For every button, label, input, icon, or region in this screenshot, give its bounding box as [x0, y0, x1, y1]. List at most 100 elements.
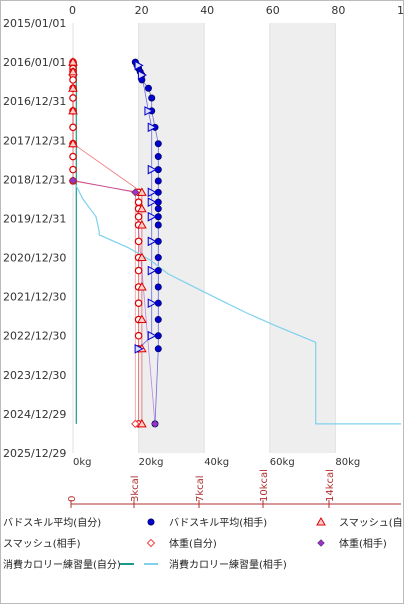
series-0-point: [134, 266, 143, 275]
series-3-point: [147, 164, 157, 175]
y-tick-label: 2021/12/30: [3, 291, 66, 304]
legend-marker: [317, 539, 325, 547]
top-tick-label: 0: [69, 4, 76, 17]
shaded-band-1: [269, 23, 336, 453]
series-5-point: [131, 188, 140, 197]
legend-label: 体重(自分): [169, 537, 217, 550]
y-tick-label: 2016/01/01: [3, 56, 66, 69]
series-0-point: [134, 331, 143, 340]
legend-label: スマッシュ(自: [339, 516, 403, 529]
series-0-point: [69, 94, 77, 102]
kg-tick-label: 40kg: [204, 457, 229, 468]
legend-marker: [316, 516, 326, 526]
series-5-point: [151, 420, 159, 428]
series-2-point: [68, 57, 78, 66]
series-1-point: [154, 177, 162, 185]
series-3-point: [134, 343, 144, 354]
legend-label: バドスキル平均(相手): [169, 516, 267, 529]
series-line-7: [72, 179, 401, 425]
kg-tick-label: 80kg: [335, 457, 360, 468]
series-1-point: [144, 84, 152, 92]
y-tick-label: 2015/01/01: [3, 17, 66, 30]
series-2-point: [68, 138, 78, 148]
series-line-2: [72, 62, 143, 424]
series-2-point: [137, 252, 147, 262]
legend-label: 消費カロリー練習量(相手): [169, 558, 287, 571]
series-2-point: [68, 83, 78, 92]
top-tick-label: 20: [135, 4, 149, 17]
series-1-point: [154, 283, 162, 291]
series-3-point: [144, 106, 154, 116]
legend-label: スマッシュ(相手): [3, 537, 81, 550]
kg-tick-label: 20kg: [139, 457, 164, 468]
series-3-point: [147, 298, 157, 309]
series-3-point: [147, 211, 157, 222]
calorie-tick-label: 14kcal: [325, 469, 336, 502]
calorie-tick-label: 7kcal: [195, 475, 206, 502]
series-0-point: [69, 152, 77, 161]
series-0-point: [69, 123, 77, 132]
y-tick-label: 2019/12/31: [3, 212, 66, 225]
series-line-0: [72, 62, 140, 424]
series-marks: [68, 57, 162, 429]
series-0-point: [134, 198, 143, 206]
calorie-tick-label: 0: [67, 496, 78, 502]
calorie-axis: 0 3kcal 7kcal 10kcal 14kcal: [67, 469, 401, 508]
series-3-point: [137, 70, 147, 80]
series-3-point: [147, 330, 157, 341]
top-tick-label: 60: [266, 4, 280, 17]
kg-tick-labels: 0kg 20kg 40kg 60kg 80kg: [73, 457, 360, 468]
calorie-tick-label: 10kcal: [259, 469, 270, 502]
series-3-point: [147, 265, 157, 276]
series-1-point: [154, 345, 162, 353]
y-tick-label: 2025/12/29: [3, 447, 66, 460]
series-2-point: [137, 187, 147, 196]
series-0-point: [134, 237, 143, 246]
series-1-point: [154, 205, 162, 213]
top-tick-labels: 0 20 40 60 80 10: [69, 4, 403, 17]
y-tick-label: 2022/12/30: [3, 330, 66, 343]
shaded-bands: [138, 23, 336, 453]
series-0-point: [134, 212, 143, 221]
top-tick-label: 80: [331, 4, 345, 17]
legend-label: バドスキル平均(自分): [3, 516, 101, 529]
series-3-point: [134, 60, 144, 71]
y-tick-labels: 2015/01/01 2016/01/01 2016/12/31 2017/12/31…: [3, 17, 66, 460]
series-4-point: [131, 419, 140, 429]
series-lines: [72, 61, 401, 425]
series-2-point: [137, 314, 147, 324]
calorie-tick-label: 3kcal: [130, 475, 141, 502]
series-0-point: [134, 299, 143, 307]
series-2-point: [137, 418, 147, 428]
series-1-point: [154, 316, 162, 324]
y-tick-label: 2024/12/29: [3, 408, 66, 421]
y-tick-label: 2020/12/30: [3, 252, 66, 265]
series-1-point: [154, 140, 162, 148]
series-3-point: [147, 122, 157, 133]
series-0-point: [69, 76, 77, 84]
series-1-point: [148, 94, 156, 102]
series-1-point: [154, 221, 162, 229]
series-1-point: [154, 153, 162, 161]
series-5-point: [69, 176, 77, 185]
y-tick-label: 2016/12/31: [3, 95, 66, 108]
legend-marker: [146, 538, 156, 548]
kg-tick-label: 0kg: [73, 457, 92, 468]
top-tick-label: 10: [397, 4, 403, 17]
y-tick-label: 2018/12/31: [3, 173, 66, 186]
series-0-point: [69, 165, 77, 174]
series-2-point: [68, 66, 78, 76]
top-tick-label: 40: [200, 4, 214, 17]
series-1-point: [154, 254, 162, 262]
series-3-point: [147, 197, 157, 208]
series-3-point: [147, 187, 157, 198]
legend-label: 消費カロリー練習量(自分): [3, 558, 121, 571]
series-line-4: [72, 180, 136, 424]
series-2-point: [137, 219, 147, 229]
series-2-point: [137, 281, 147, 291]
series-2-point: [68, 105, 78, 115]
y-tick-label: 2023/12/30: [3, 369, 66, 382]
